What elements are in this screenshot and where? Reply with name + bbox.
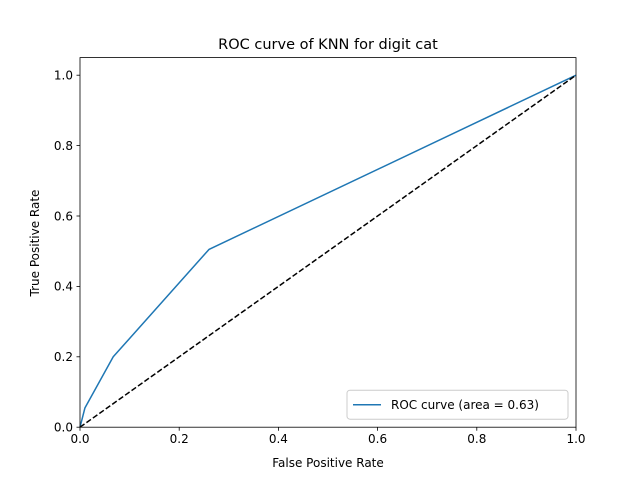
x-tick-label: 0.0 — [70, 432, 89, 446]
x-tick-label: 0.4 — [269, 432, 288, 446]
y-axis-label: True Positive Rate — [28, 190, 42, 298]
y-tick-label: 0.6 — [54, 209, 73, 223]
plot-area: 0.0 0.2 0.4 0.6 0.8 1.0 0.0 0.2 0.4 0.6 0.8 1.0 ROC … — [54, 57, 586, 446]
x-tick-label: 0.8 — [467, 432, 486, 446]
x-tick-label: 0.2 — [170, 432, 189, 446]
x-tick-label: 0.6 — [368, 432, 387, 446]
y-tick-label: 1.0 — [54, 69, 73, 83]
chart-title: ROC curve of KNN for digit cat — [218, 37, 438, 53]
y-tick-label: 0.8 — [54, 139, 73, 153]
x-axis-label: False Positive Rate — [272, 456, 384, 470]
chance-diagonal-line — [79, 74, 577, 428]
y-tick-label: 0.2 — [54, 350, 73, 364]
roc-curve-line — [79, 74, 577, 428]
legend-box — [346, 389, 569, 420]
y-tick-label: 0.0 — [54, 421, 73, 435]
legend-label: ROC curve (area = 0.63) — [391, 398, 539, 412]
x-tick-label: 1.0 — [566, 432, 585, 446]
axes-frame — [79, 57, 577, 428]
y-tick-label: 0.4 — [54, 280, 73, 294]
